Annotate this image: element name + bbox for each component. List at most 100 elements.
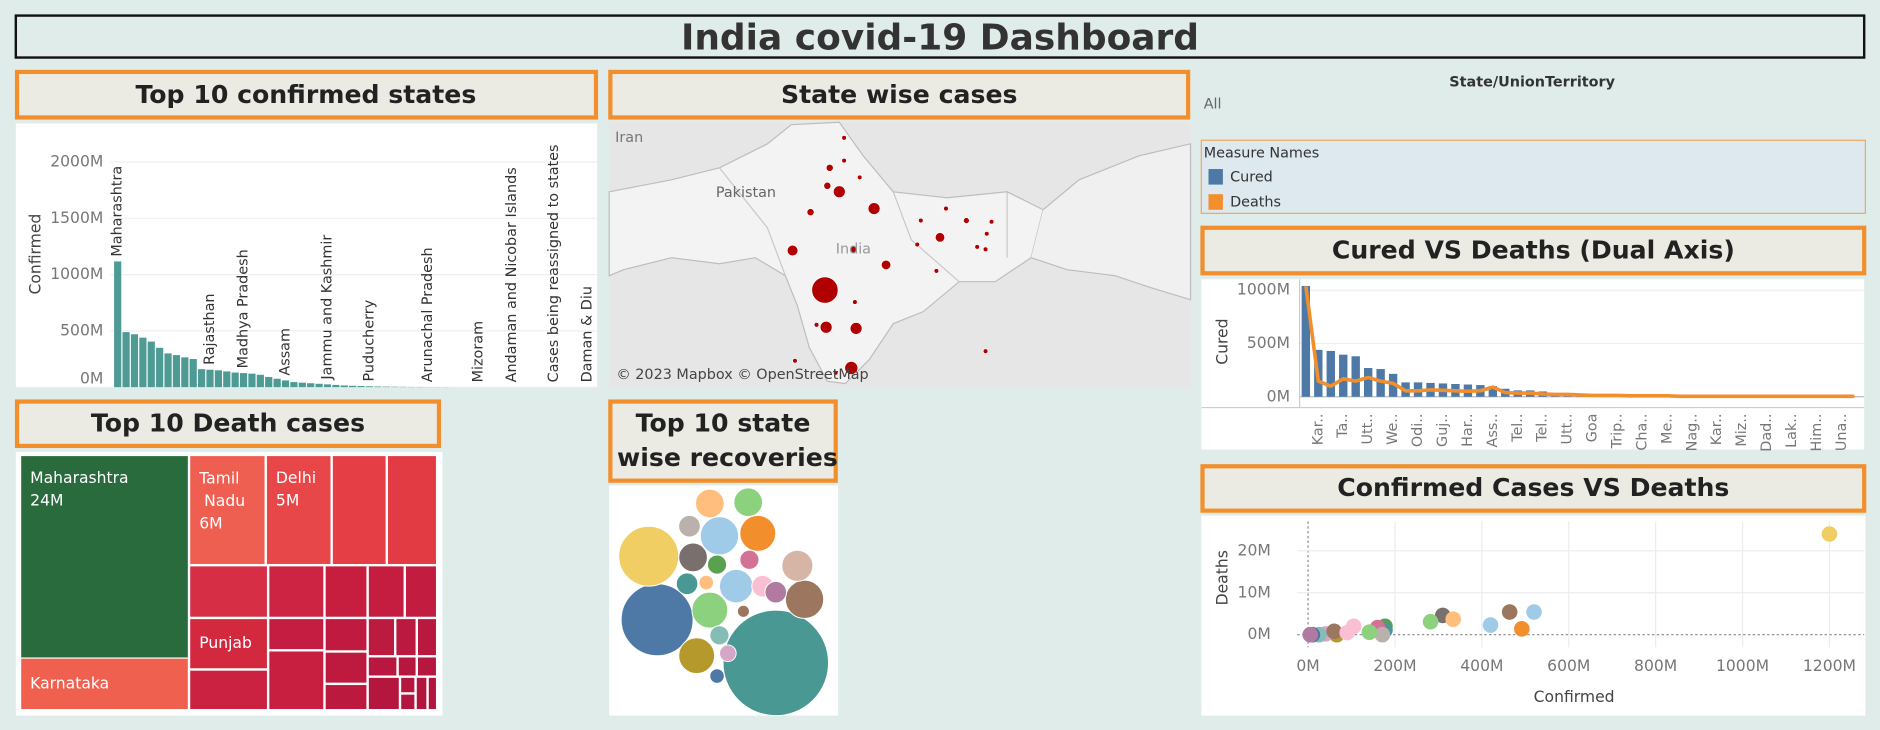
treemap-label: Punjab bbox=[199, 634, 252, 652]
panel-title: Confirmed Cases VS Deaths bbox=[1337, 473, 1729, 502]
bar bbox=[223, 371, 231, 388]
x-tick-label: Utt.. bbox=[1360, 414, 1376, 445]
bubble bbox=[764, 580, 788, 604]
bubble bbox=[618, 525, 680, 587]
map-dot bbox=[849, 322, 863, 335]
filter-label: State/UnionTerritory bbox=[1449, 75, 1615, 91]
bar bbox=[198, 369, 206, 388]
x-tick-label: Ta.. bbox=[1335, 414, 1351, 439]
panel-title: State wise cases bbox=[781, 80, 1018, 109]
bar bbox=[382, 386, 390, 388]
y-tick-label: 1000M bbox=[1237, 281, 1290, 299]
map-dot bbox=[918, 217, 924, 224]
x-tick-label: Kar.. bbox=[1709, 414, 1725, 446]
x-axis-title: Confirmed bbox=[1534, 688, 1615, 706]
map-border bbox=[718, 167, 1008, 283]
treemap-cell bbox=[189, 565, 269, 618]
x-tick-label: Ass.. bbox=[1485, 414, 1501, 448]
map-dot bbox=[988, 219, 995, 225]
bar bbox=[1363, 367, 1373, 397]
bar bbox=[206, 369, 214, 388]
point bbox=[1526, 604, 1542, 620]
map-dot bbox=[982, 246, 989, 253]
x-tick-label: Puducherry bbox=[361, 299, 377, 381]
point bbox=[1482, 617, 1499, 633]
bubble bbox=[678, 514, 701, 538]
x-tick-label: Lak.. bbox=[1784, 414, 1800, 448]
bubble bbox=[709, 625, 730, 646]
map-dot bbox=[823, 181, 832, 190]
map-dot bbox=[819, 320, 833, 334]
panel bbox=[15, 123, 598, 388]
bar bbox=[340, 385, 348, 388]
filter-value[interactable]: All bbox=[1204, 96, 1222, 112]
treemap-value: 5M bbox=[276, 492, 299, 510]
map-dot bbox=[856, 174, 863, 181]
map-dot bbox=[792, 358, 798, 364]
panel-title: Top 10 confirmed states bbox=[135, 80, 476, 109]
map-land bbox=[1030, 143, 1192, 301]
bar bbox=[248, 373, 256, 388]
x-tick-label: Madhya Pradesh bbox=[236, 249, 252, 368]
x-tick-label: Tel.. bbox=[1535, 414, 1551, 443]
map-dot bbox=[786, 244, 799, 257]
map-dot bbox=[841, 157, 847, 164]
treemap-cell bbox=[324, 565, 368, 618]
bubble bbox=[678, 637, 716, 675]
point bbox=[1361, 624, 1378, 640]
bar bbox=[307, 383, 315, 388]
map-dot bbox=[811, 276, 839, 304]
point bbox=[1422, 613, 1439, 630]
y-tick-label: 2000M bbox=[50, 153, 103, 171]
bar bbox=[332, 384, 340, 388]
y-tick-label: 1500M bbox=[50, 209, 103, 227]
map-dot bbox=[934, 232, 946, 243]
treemap-cell bbox=[397, 656, 417, 677]
y-axis-title: Deaths bbox=[1213, 550, 1231, 605]
map-dot bbox=[914, 241, 920, 248]
legend-swatch bbox=[1208, 194, 1223, 210]
panel-title-box bbox=[14, 69, 599, 120]
map-label: Iran bbox=[615, 130, 643, 146]
bar bbox=[189, 359, 197, 388]
x-tick-label: Maharashtra bbox=[110, 166, 126, 257]
treemap-cell bbox=[395, 617, 417, 657]
y-axis-title: Cured bbox=[1213, 318, 1231, 364]
bar bbox=[214, 370, 222, 388]
x-tick-label: 600M bbox=[1547, 657, 1590, 675]
x-tick-label: Odi.. bbox=[1410, 414, 1426, 448]
bubble bbox=[733, 487, 764, 518]
bar bbox=[1326, 350, 1335, 397]
x-tick-label: Utt.. bbox=[1560, 414, 1576, 445]
panel-title-box bbox=[1200, 464, 1867, 513]
map-dot bbox=[867, 202, 881, 215]
bar bbox=[273, 378, 281, 388]
map-dot bbox=[813, 322, 820, 328]
treemap-cell bbox=[189, 617, 269, 670]
bar bbox=[1339, 354, 1348, 397]
point bbox=[1445, 611, 1461, 627]
y-axis-title: Confirmed bbox=[27, 214, 45, 295]
bar bbox=[122, 332, 130, 388]
bubble bbox=[675, 572, 699, 596]
treemap-label: Tamil Nadu bbox=[198, 469, 245, 510]
bar bbox=[130, 334, 139, 388]
bubble bbox=[706, 554, 728, 575]
bar bbox=[156, 347, 164, 388]
x-tick-label: Har.. bbox=[1460, 414, 1476, 447]
point bbox=[1374, 626, 1391, 643]
x-tick-label: 1200M bbox=[1803, 657, 1856, 675]
bar bbox=[1351, 356, 1360, 397]
bar bbox=[323, 384, 332, 388]
treemap-cell bbox=[416, 656, 438, 677]
y-tick-label: 500M bbox=[60, 321, 103, 339]
bar bbox=[315, 383, 323, 388]
point bbox=[1514, 621, 1530, 637]
treemap-cell bbox=[367, 565, 405, 618]
panel-title-box bbox=[608, 69, 1191, 120]
x-tick-label: Goa bbox=[1585, 414, 1601, 443]
treemap-cell bbox=[427, 676, 438, 711]
bar bbox=[147, 341, 155, 388]
bubble bbox=[695, 488, 725, 519]
legend-label: Deaths bbox=[1230, 195, 1281, 211]
